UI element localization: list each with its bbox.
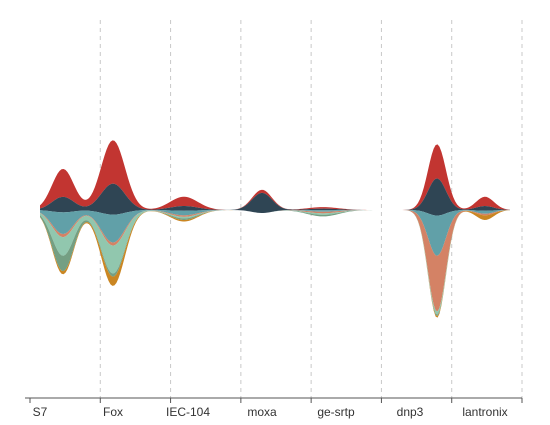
grid-layer	[99, 20, 523, 398]
stream-series-5[interactable]	[40, 210, 510, 317]
x-tick-label: dnp3	[397, 405, 424, 419]
x-tick-label: Fox	[103, 405, 123, 419]
x-tick-label: S7	[33, 405, 48, 419]
stream-series-1[interactable]	[40, 178, 510, 216]
stream-series-2[interactable]	[40, 210, 510, 256]
x-tick-label: ge-srtp	[317, 405, 355, 419]
x-tick-label: IEC-104	[166, 405, 210, 419]
x-tick-label: lantronix	[462, 405, 507, 419]
x-tick-label: moxa	[247, 405, 277, 419]
stream-series-0[interactable]	[40, 140, 510, 210]
x-axis: S7 Fox IEC-104 moxa ge-srtp dnp3 lantronix	[25, 397, 523, 419]
stream-layer	[40, 140, 510, 318]
